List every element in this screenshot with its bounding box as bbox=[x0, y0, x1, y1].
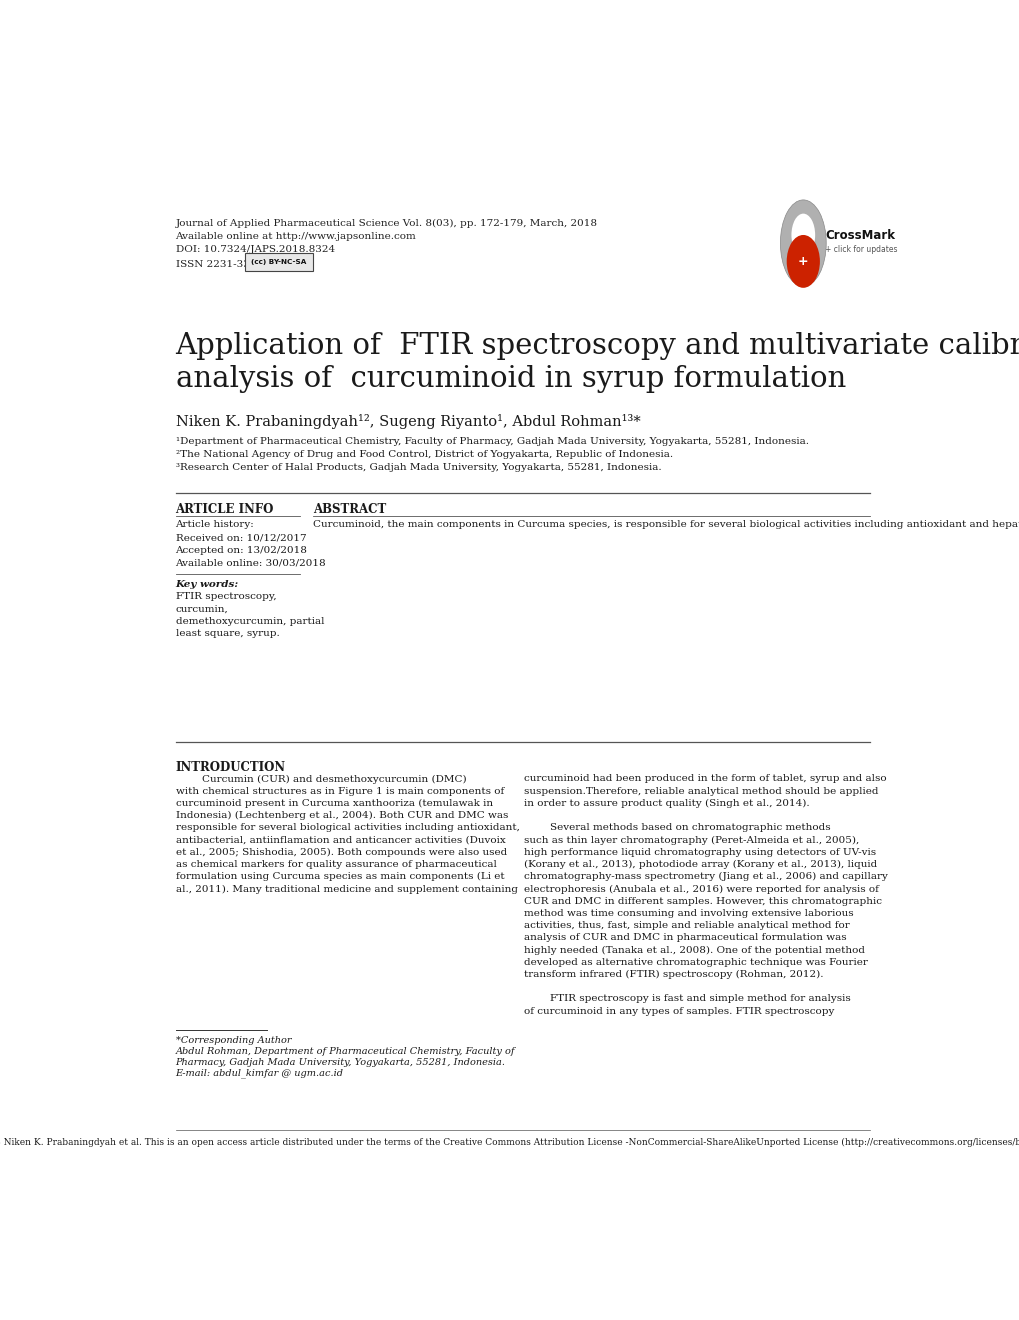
Text: ¹Department of Pharmaceutical Chemistry, Faculty of Pharmacy, Gadjah Mada Univer: ¹Department of Pharmaceutical Chemistry,… bbox=[175, 437, 808, 446]
Text: Available online at http://www.japsonline.com: Available online at http://www.japsonlin… bbox=[175, 231, 416, 240]
Text: Journal of Applied Pharmaceutical Science Vol. 8(03), pp. 172-179, March, 2018: Journal of Applied Pharmaceutical Scienc… bbox=[175, 218, 597, 227]
Text: E-mail: abdul_kimfar @ ugm.ac.id: E-mail: abdul_kimfar @ ugm.ac.id bbox=[175, 1069, 343, 1078]
Text: Application of  FTIR spectroscopy and multivariate calibration for: Application of FTIR spectroscopy and mul… bbox=[175, 331, 1019, 359]
Text: Available online: 30/03/2018: Available online: 30/03/2018 bbox=[175, 558, 326, 568]
Text: Curcumin (CUR) and desmethoxycurcumin (DMC)
with chemical structures as in Figur: Curcumin (CUR) and desmethoxycurcumin (D… bbox=[175, 775, 519, 894]
Text: CrossMark: CrossMark bbox=[824, 228, 894, 242]
Ellipse shape bbox=[791, 214, 814, 256]
Text: Curcuminoid, the main components in Curcuma species, is responsible for several : Curcuminoid, the main components in Curc… bbox=[313, 520, 1019, 529]
Text: (cc) BY-NC-SA: (cc) BY-NC-SA bbox=[251, 259, 307, 265]
Text: Received on: 10/12/2017: Received on: 10/12/2017 bbox=[175, 533, 306, 543]
Ellipse shape bbox=[780, 199, 825, 286]
Text: ²The National Agency of Drug and Food Control, District of Yogyakarta, Republic : ²The National Agency of Drug and Food Co… bbox=[175, 450, 672, 459]
Text: Pharmacy, Gadjah Mada University, Yogyakarta, 55281, Indonesia.: Pharmacy, Gadjah Mada University, Yogyak… bbox=[175, 1057, 505, 1067]
Text: *Corresponding Author: *Corresponding Author bbox=[175, 1036, 290, 1045]
Text: Article history:: Article history: bbox=[175, 520, 254, 529]
Text: ISSN 2231-3354: ISSN 2231-3354 bbox=[175, 260, 263, 269]
Text: ABSTRACT: ABSTRACT bbox=[313, 503, 386, 516]
Text: INTRODUCTION: INTRODUCTION bbox=[175, 760, 285, 774]
Ellipse shape bbox=[786, 235, 819, 288]
Text: Accepted on: 13/02/2018: Accepted on: 13/02/2018 bbox=[175, 545, 307, 554]
FancyBboxPatch shape bbox=[245, 252, 313, 271]
Text: Key words:: Key words: bbox=[175, 579, 238, 589]
Text: Abdul Rohman, Department of Pharmaceutical Chemistry, Faculty of: Abdul Rohman, Department of Pharmaceutic… bbox=[175, 1047, 515, 1056]
Text: analysis of  curcuminoid in syrup formulation: analysis of curcuminoid in syrup formula… bbox=[175, 364, 845, 393]
Text: curcuminoid had been produced in the form of tablet, syrup and also
suspension.T: curcuminoid had been produced in the for… bbox=[523, 775, 887, 1015]
Text: ARTICLE INFO: ARTICLE INFO bbox=[175, 503, 274, 516]
Text: Niken K. Prabaningdyah¹², Sugeng Riyanto¹, Abdul Rohman¹³*: Niken K. Prabaningdyah¹², Sugeng Riyanto… bbox=[175, 414, 640, 429]
Text: FTIR spectroscopy,
curcumin,
demethoxycurcumin, partial
least square, syrup.: FTIR spectroscopy, curcumin, demethoxycu… bbox=[175, 591, 324, 639]
Text: DOI: 10.7324/JAPS.2018.8324: DOI: 10.7324/JAPS.2018.8324 bbox=[175, 244, 334, 253]
Text: © 2018 Niken K. Prabaningdyah et al. This is an open access article distributed : © 2018 Niken K. Prabaningdyah et al. Thi… bbox=[0, 1138, 1019, 1147]
Text: ³Research Center of Halal Products, Gadjah Mada University, Yogyakarta, 55281, I: ³Research Center of Halal Products, Gadj… bbox=[175, 463, 660, 473]
Text: +: + bbox=[797, 255, 808, 268]
Text: + click for updates: + click for updates bbox=[824, 244, 897, 253]
